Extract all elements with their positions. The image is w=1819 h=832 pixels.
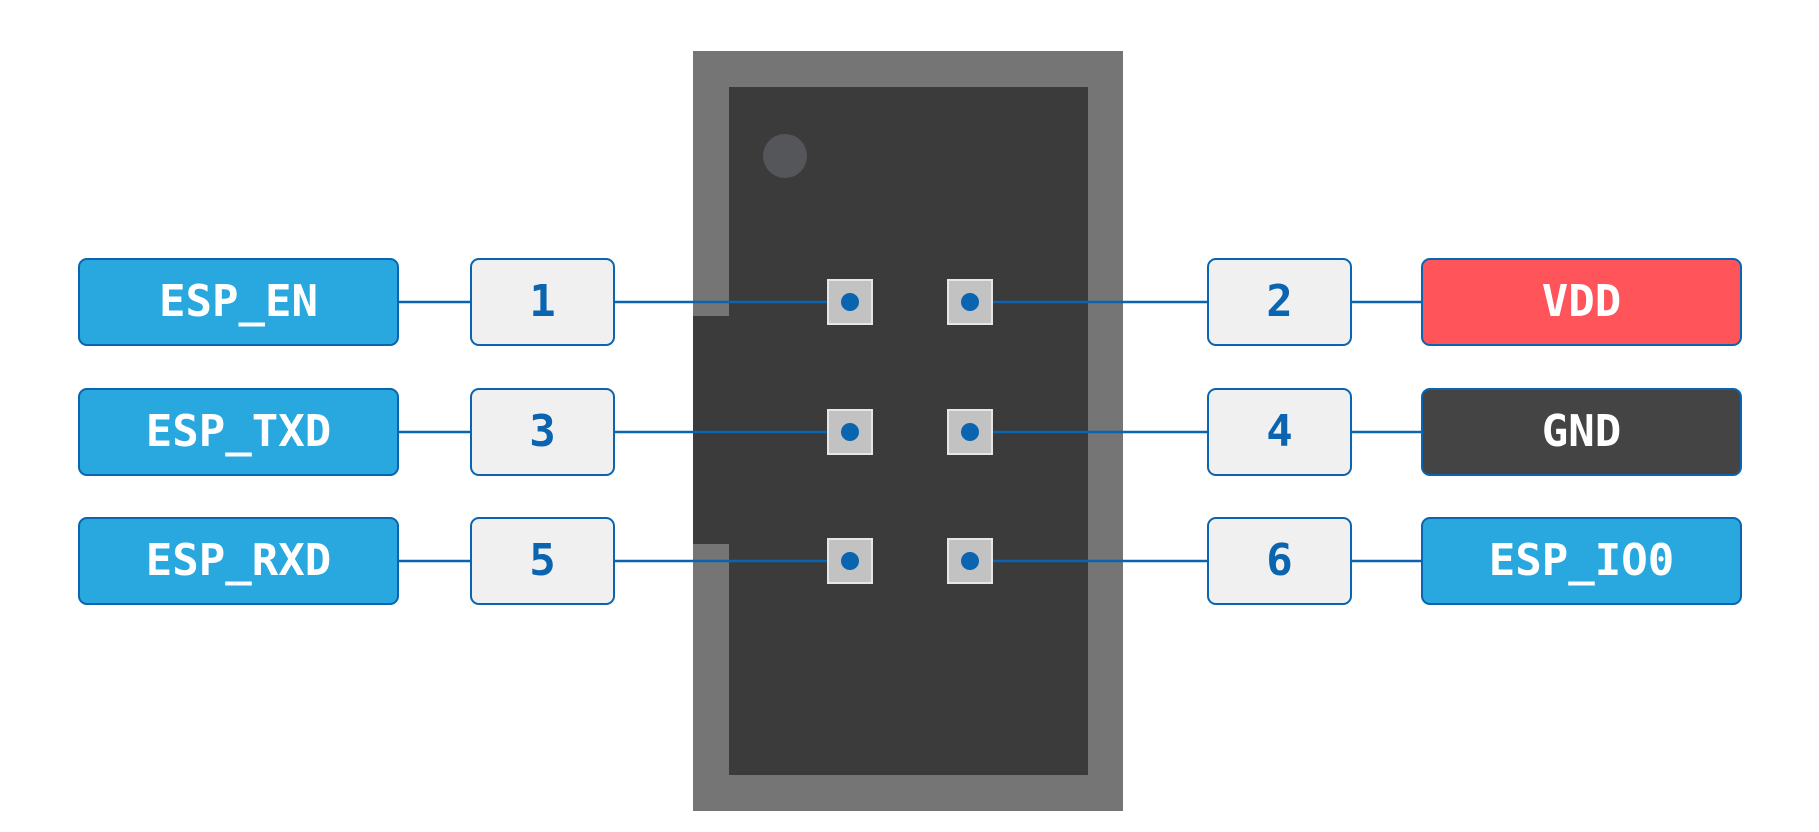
pin-label-vdd: VDD [1542,276,1621,327]
pin-number-box-2 [1207,258,1352,346]
pin-number-box-5 [470,517,615,605]
label-layer: 1 ESP_EN 2 VDD 3 ESP_TXD 4 GND 5 ESP_RXD 6 ESP_IO0 [78,258,1742,605]
pin-number-1: 1 [529,276,556,327]
pad-dot-pin-3 [841,423,859,441]
pin-number-5: 5 [529,535,556,586]
pin-label-gnd: GND [1542,406,1621,457]
pad-dot-pin-1 [841,293,859,311]
pin-label-box-esp-rxd [78,517,399,605]
pin-label-box-esp-io0 [1421,517,1742,605]
pad-layer [827,279,993,584]
pin-number-2: 2 [1266,276,1293,327]
pad-dot-pin-5 [841,552,859,570]
pin-label-box-gnd [1421,388,1742,476]
pin-number-box-6 [1207,517,1352,605]
pin-number-box-1 [470,258,615,346]
pin-label-box-esp-txd [78,388,399,476]
pad-dot-pin-2 [961,293,979,311]
pin-label-esp-txd: ESP_TXD [146,406,331,457]
pin-number-box-3 [470,388,615,476]
pin-number-box-4 [1207,388,1352,476]
pin-label-esp-en: ESP_EN [159,276,318,327]
pin-label-box-vdd [1421,258,1742,346]
pin-number-3: 3 [529,406,556,457]
pin1-marker-dot [763,134,807,178]
pin-label-esp-rxd: ESP_RXD [146,535,331,586]
pin-number-6: 6 [1266,535,1293,586]
pad-dot-pin-4 [961,423,979,441]
pin-number-4: 4 [1266,406,1293,457]
pin-label-box-esp-en [78,258,399,346]
header-key-notch [693,316,729,544]
pad-dot-pin-6 [961,552,979,570]
pin-label-esp-io0: ESP_IO0 [1489,535,1674,586]
